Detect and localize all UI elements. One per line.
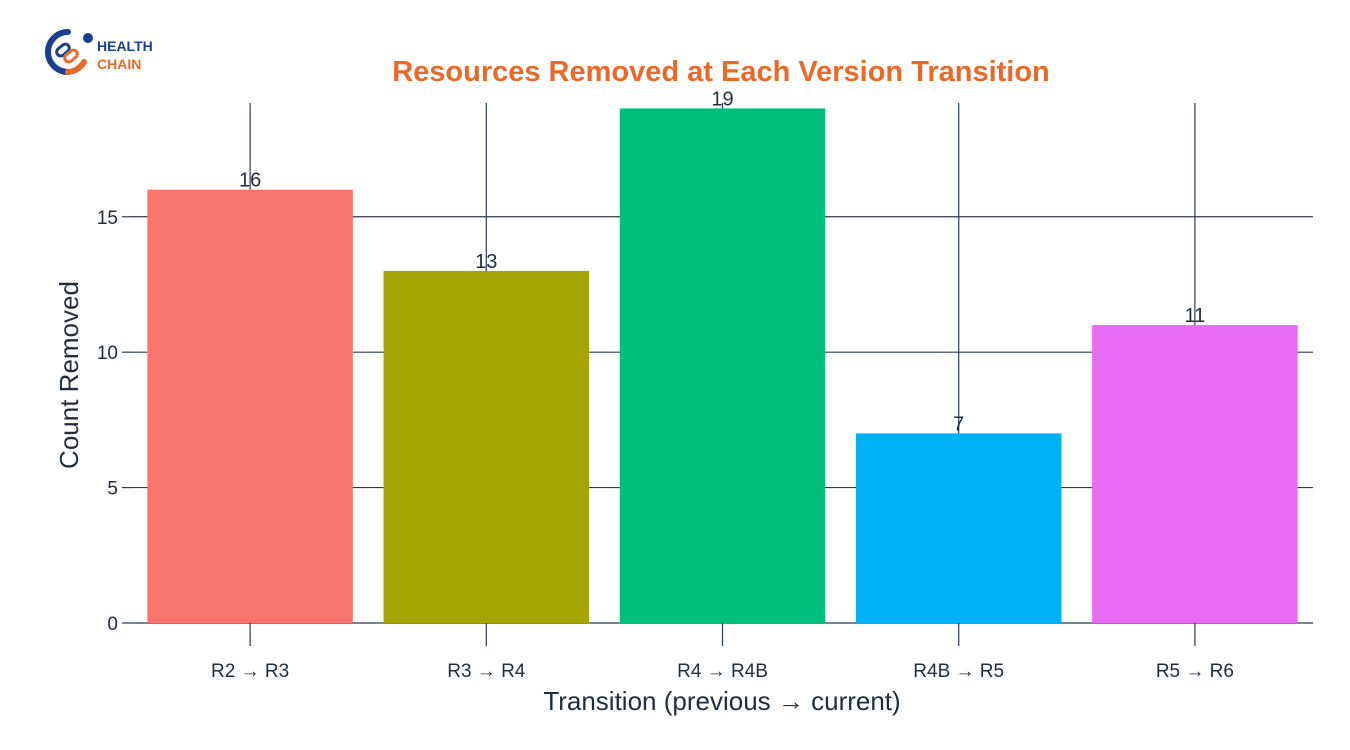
bar: [383, 270, 590, 623]
chain-link-icon: [45, 29, 93, 75]
x-tick-label: R3 → R4: [447, 661, 526, 682]
bar-value-label: 11: [1185, 305, 1206, 327]
logo-line-2: CHAIN: [97, 56, 142, 72]
bar-value-labels: 16 13 19 7 11: [239, 88, 1205, 435]
y-tick-label: 5: [107, 479, 118, 500]
bar: [1092, 325, 1298, 623]
x-tick-label: R4B → R5: [913, 661, 1004, 682]
x-tick-label: R4 → R4B: [677, 661, 768, 682]
y-axis-ticks: 0 5 10 15: [97, 208, 132, 635]
bars: [147, 108, 1298, 623]
logo-text: HEALTH CHAIN: [97, 37, 153, 73]
x-tick-label: R2 → R3: [211, 661, 289, 682]
x-axis-ticks: R2 → R3 R3 → R4 R4 → R4B R4B → R5 R5 → R6: [211, 661, 1234, 682]
bar-value-label: 16: [239, 170, 261, 192]
logo-line-1: HEALTH: [97, 38, 153, 54]
chart-title: Resources Removed at Each Version Transi…: [392, 56, 1050, 88]
y-tick-label: 0: [107, 614, 118, 635]
bar: [855, 433, 1062, 623]
bar: [147, 189, 353, 623]
bar-value-label: 19: [711, 88, 733, 110]
logo: [44, 26, 174, 78]
y-tick-label: 15: [97, 208, 118, 229]
y-axis-title: Count Removed: [54, 281, 84, 469]
x-axis-title: Transition (previous → current): [543, 686, 900, 716]
y-tick-label: 10: [97, 343, 118, 364]
bar: [619, 108, 826, 623]
bar-value-label: 13: [475, 251, 497, 273]
bar-value-label: 7: [953, 413, 964, 435]
x-tick-label: R5 → R6: [1156, 661, 1234, 682]
